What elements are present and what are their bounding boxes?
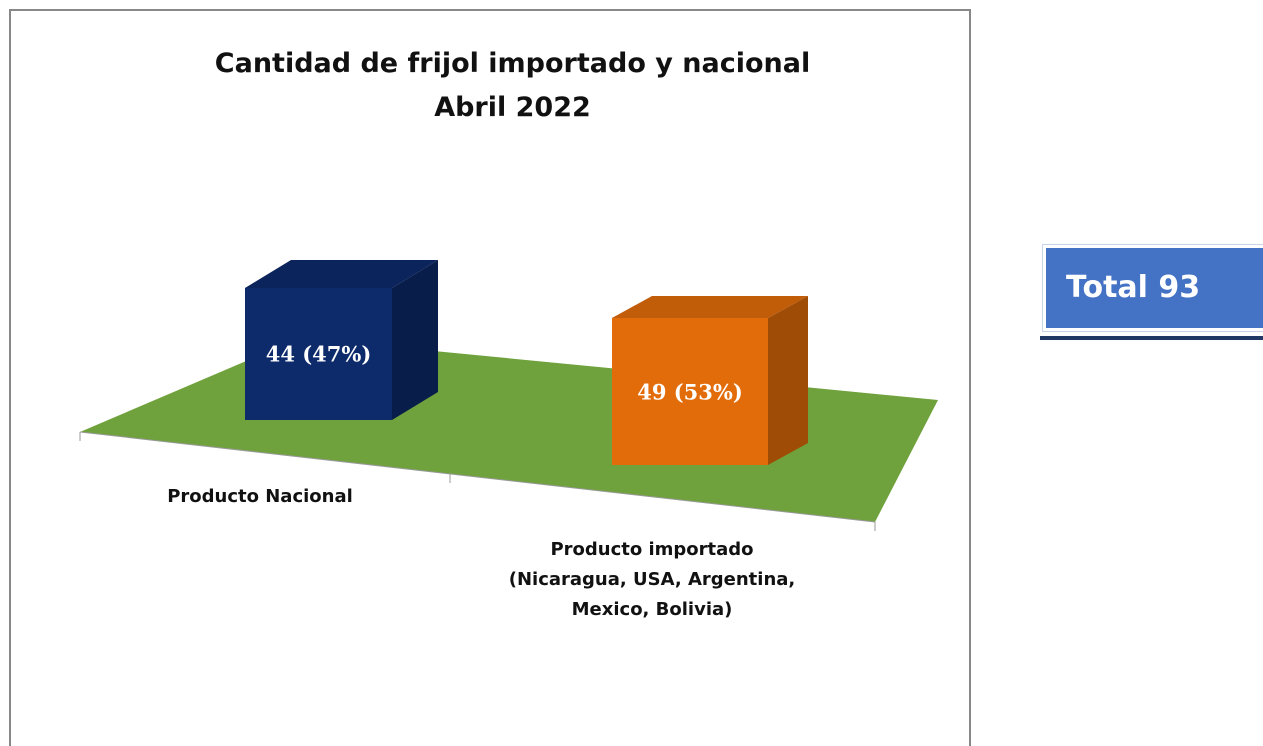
data-label: 49 (53%) [637,379,743,404]
bar-front [612,318,768,465]
x-tick-label: Producto importado (Nicaragua, USA, Arge… [508,539,796,620]
bar-side [768,296,808,465]
bar [245,260,438,420]
bar-side [392,260,438,420]
bar-top [612,296,808,318]
chart-title: Cantidad de frijol importado y nacional [214,48,811,79]
bar-front [245,288,392,420]
bar [612,296,808,465]
x-tick-label: Producto Nacional [167,486,353,507]
x-axis [79,431,876,523]
total-box: Total 93 [1043,245,1263,331]
chart-subtitle: Abril 2022 [434,92,591,123]
total-underline [1040,336,1263,340]
data-label: 44 (47%) [265,341,372,367]
bar-top [245,260,438,288]
